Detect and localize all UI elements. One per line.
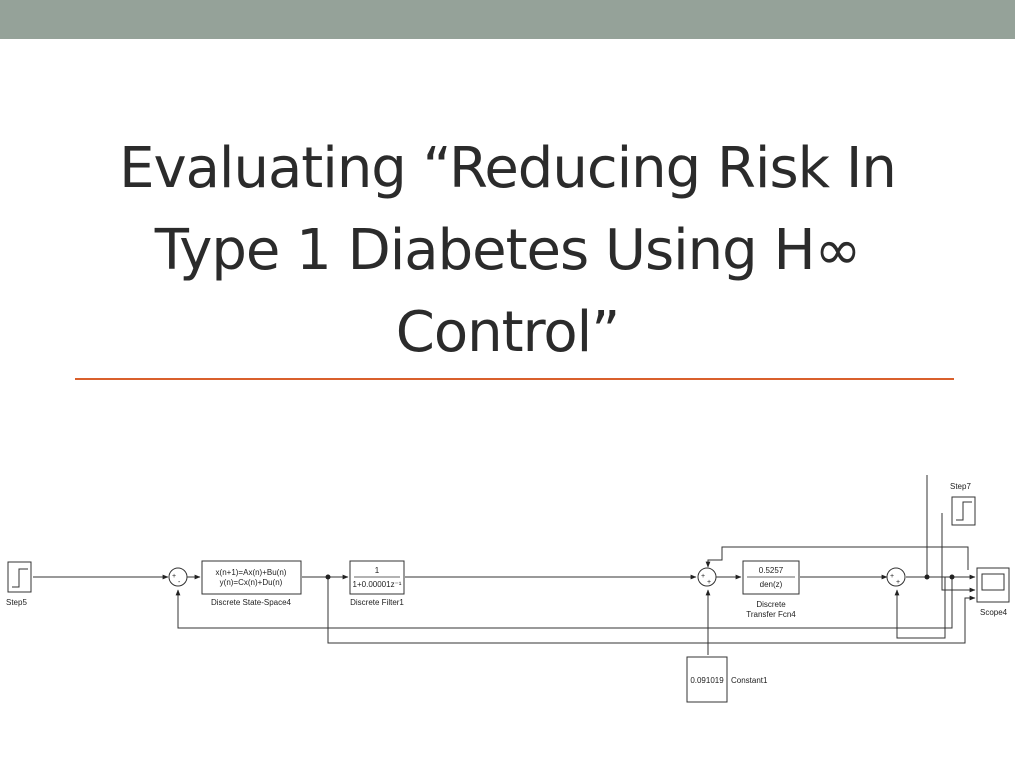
sum1-sign-top: +: [172, 573, 176, 580]
feedback-to-sum2: [705, 546, 969, 570]
scope-block[interactable]: Scope4: [976, 567, 1010, 617]
sum1-sign-bottom: -: [178, 579, 181, 586]
title-line-1: Evaluating “Reducing Risk In: [119, 136, 897, 201]
sum1-block[interactable]: + -: [168, 567, 188, 587]
branch-to-scope-lower: [327, 577, 976, 644]
statespace-eq2: y(n)=Cx(n)+Du(n): [220, 578, 283, 587]
slide-title: Evaluating “Reducing Risk In Type 1 Diab…: [60, 128, 955, 374]
constant-label: Constant1: [731, 676, 768, 685]
constant-value: 0.091019: [690, 676, 724, 685]
tf-denominator: den(z): [760, 580, 783, 589]
step7-label: Step7: [950, 482, 971, 491]
title-line-3: Control”: [395, 300, 620, 365]
top-accent-bar: [0, 0, 1015, 39]
title-underline: [75, 378, 954, 380]
junction-dot: [924, 574, 930, 580]
feedback-to-sum1: [175, 577, 953, 629]
step5-block[interactable]: Step5: [6, 561, 32, 607]
sum2-sign-top: +: [701, 573, 705, 580]
transfer-fcn-block[interactable]: 0.5257 den(z) Discrete Transfer Fcn4: [742, 560, 800, 619]
filter-denominator: 1+0.00001z⁻¹: [353, 580, 402, 589]
discrete-filter-block[interactable]: 1 1+0.00001z⁻¹ Discrete Filter1: [349, 560, 405, 607]
statespace-eq1: x(n+1)=Ax(n)+Bu(n): [216, 568, 287, 577]
tf-label-2: Transfer Fcn4: [746, 610, 796, 619]
junction-dot: [949, 574, 955, 580]
statespace-label: Discrete State-Space4: [211, 598, 292, 607]
filter-label: Discrete Filter1: [350, 598, 404, 607]
signal-step7-to-scope: [941, 513, 976, 593]
constant-block[interactable]: 0.091019 Constant1: [686, 656, 768, 703]
junction-dot: [325, 574, 331, 580]
title-line-2: Type 1 Diabetes Using H∞: [154, 218, 862, 283]
sum2-sign-bottom: +: [707, 579, 711, 586]
step7-block[interactable]: Step7: [950, 482, 976, 526]
filter-numerator: 1: [375, 566, 380, 575]
feedback-to-sum3: [894, 577, 946, 639]
state-space-block[interactable]: x(n+1)=Ax(n)+Bu(n) y(n)=Cx(n)+Du(n) Disc…: [201, 560, 302, 607]
scope-label: Scope4: [980, 608, 1008, 617]
sum3-sign-top: +: [890, 573, 894, 580]
sum3-sign-bottom: +: [896, 579, 900, 586]
step5-label: Step5: [6, 598, 27, 607]
sum3-block[interactable]: + +: [886, 567, 906, 587]
tf-label-1: Discrete: [756, 600, 786, 609]
sum2-block[interactable]: + +: [697, 567, 717, 587]
tf-numerator: 0.5257: [759, 566, 784, 575]
